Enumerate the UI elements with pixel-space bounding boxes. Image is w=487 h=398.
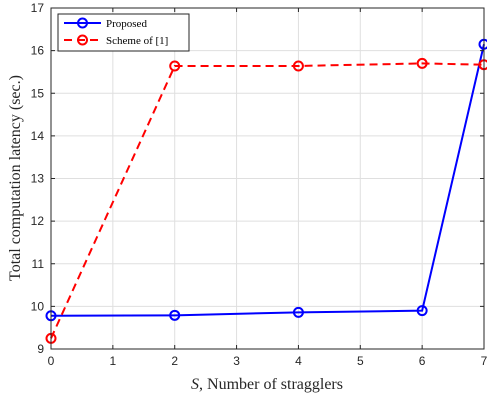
data-point: [416, 57, 428, 69]
series-line: [50, 44, 485, 317]
data-point: [292, 60, 304, 72]
x-tick-label: 1: [110, 354, 117, 368]
x-axis-ticks: 0 1 2 3 4 5 6 7: [48, 8, 487, 368]
data-point: [292, 306, 304, 318]
y-tick-label: 14: [31, 129, 45, 143]
x-tick-label: 0: [48, 354, 55, 368]
y-tick-label: 9: [37, 342, 44, 356]
x-tick-label: 4: [295, 354, 302, 368]
x-axis-label: S, Number of stragglers: [191, 376, 343, 393]
y-tick-label: 13: [31, 172, 45, 186]
legend-marker: [77, 34, 88, 46]
y-tick-label: 12: [31, 214, 45, 228]
data-point: [169, 309, 181, 321]
legend-label: Proposed: [106, 18, 147, 30]
y-tick-label: 11: [32, 257, 45, 271]
x-axis-description: , Number of stragglers: [199, 376, 343, 393]
x-tick-label: 5: [357, 354, 364, 368]
y-axis-label: Total computation latency (sec.): [7, 75, 24, 281]
x-tick-label: 7: [481, 354, 487, 368]
x-tick-label: 2: [171, 354, 178, 368]
y-axis-ticks: 9 10 11 12 13 14 15 16 17: [31, 1, 484, 356]
y-tick-label: 17: [31, 1, 45, 15]
legend-item: Scheme of [1]: [64, 34, 168, 47]
series-line: [50, 62, 485, 339]
y-tick-label: 15: [31, 86, 45, 100]
legend-marker: [77, 17, 88, 29]
x-tick-label: 3: [233, 354, 240, 368]
legend-label: Scheme of [1]: [106, 35, 168, 47]
x-tick-label: 6: [419, 354, 426, 368]
data-point: [169, 60, 181, 72]
data-point: [416, 305, 428, 317]
y-tick-label: 10: [31, 299, 45, 313]
y-tick-label: 16: [31, 44, 45, 58]
x-axis-variable: S: [191, 376, 199, 393]
legend: Proposed Scheme of [1]: [57, 13, 190, 52]
legend-item: Proposed: [64, 17, 147, 30]
